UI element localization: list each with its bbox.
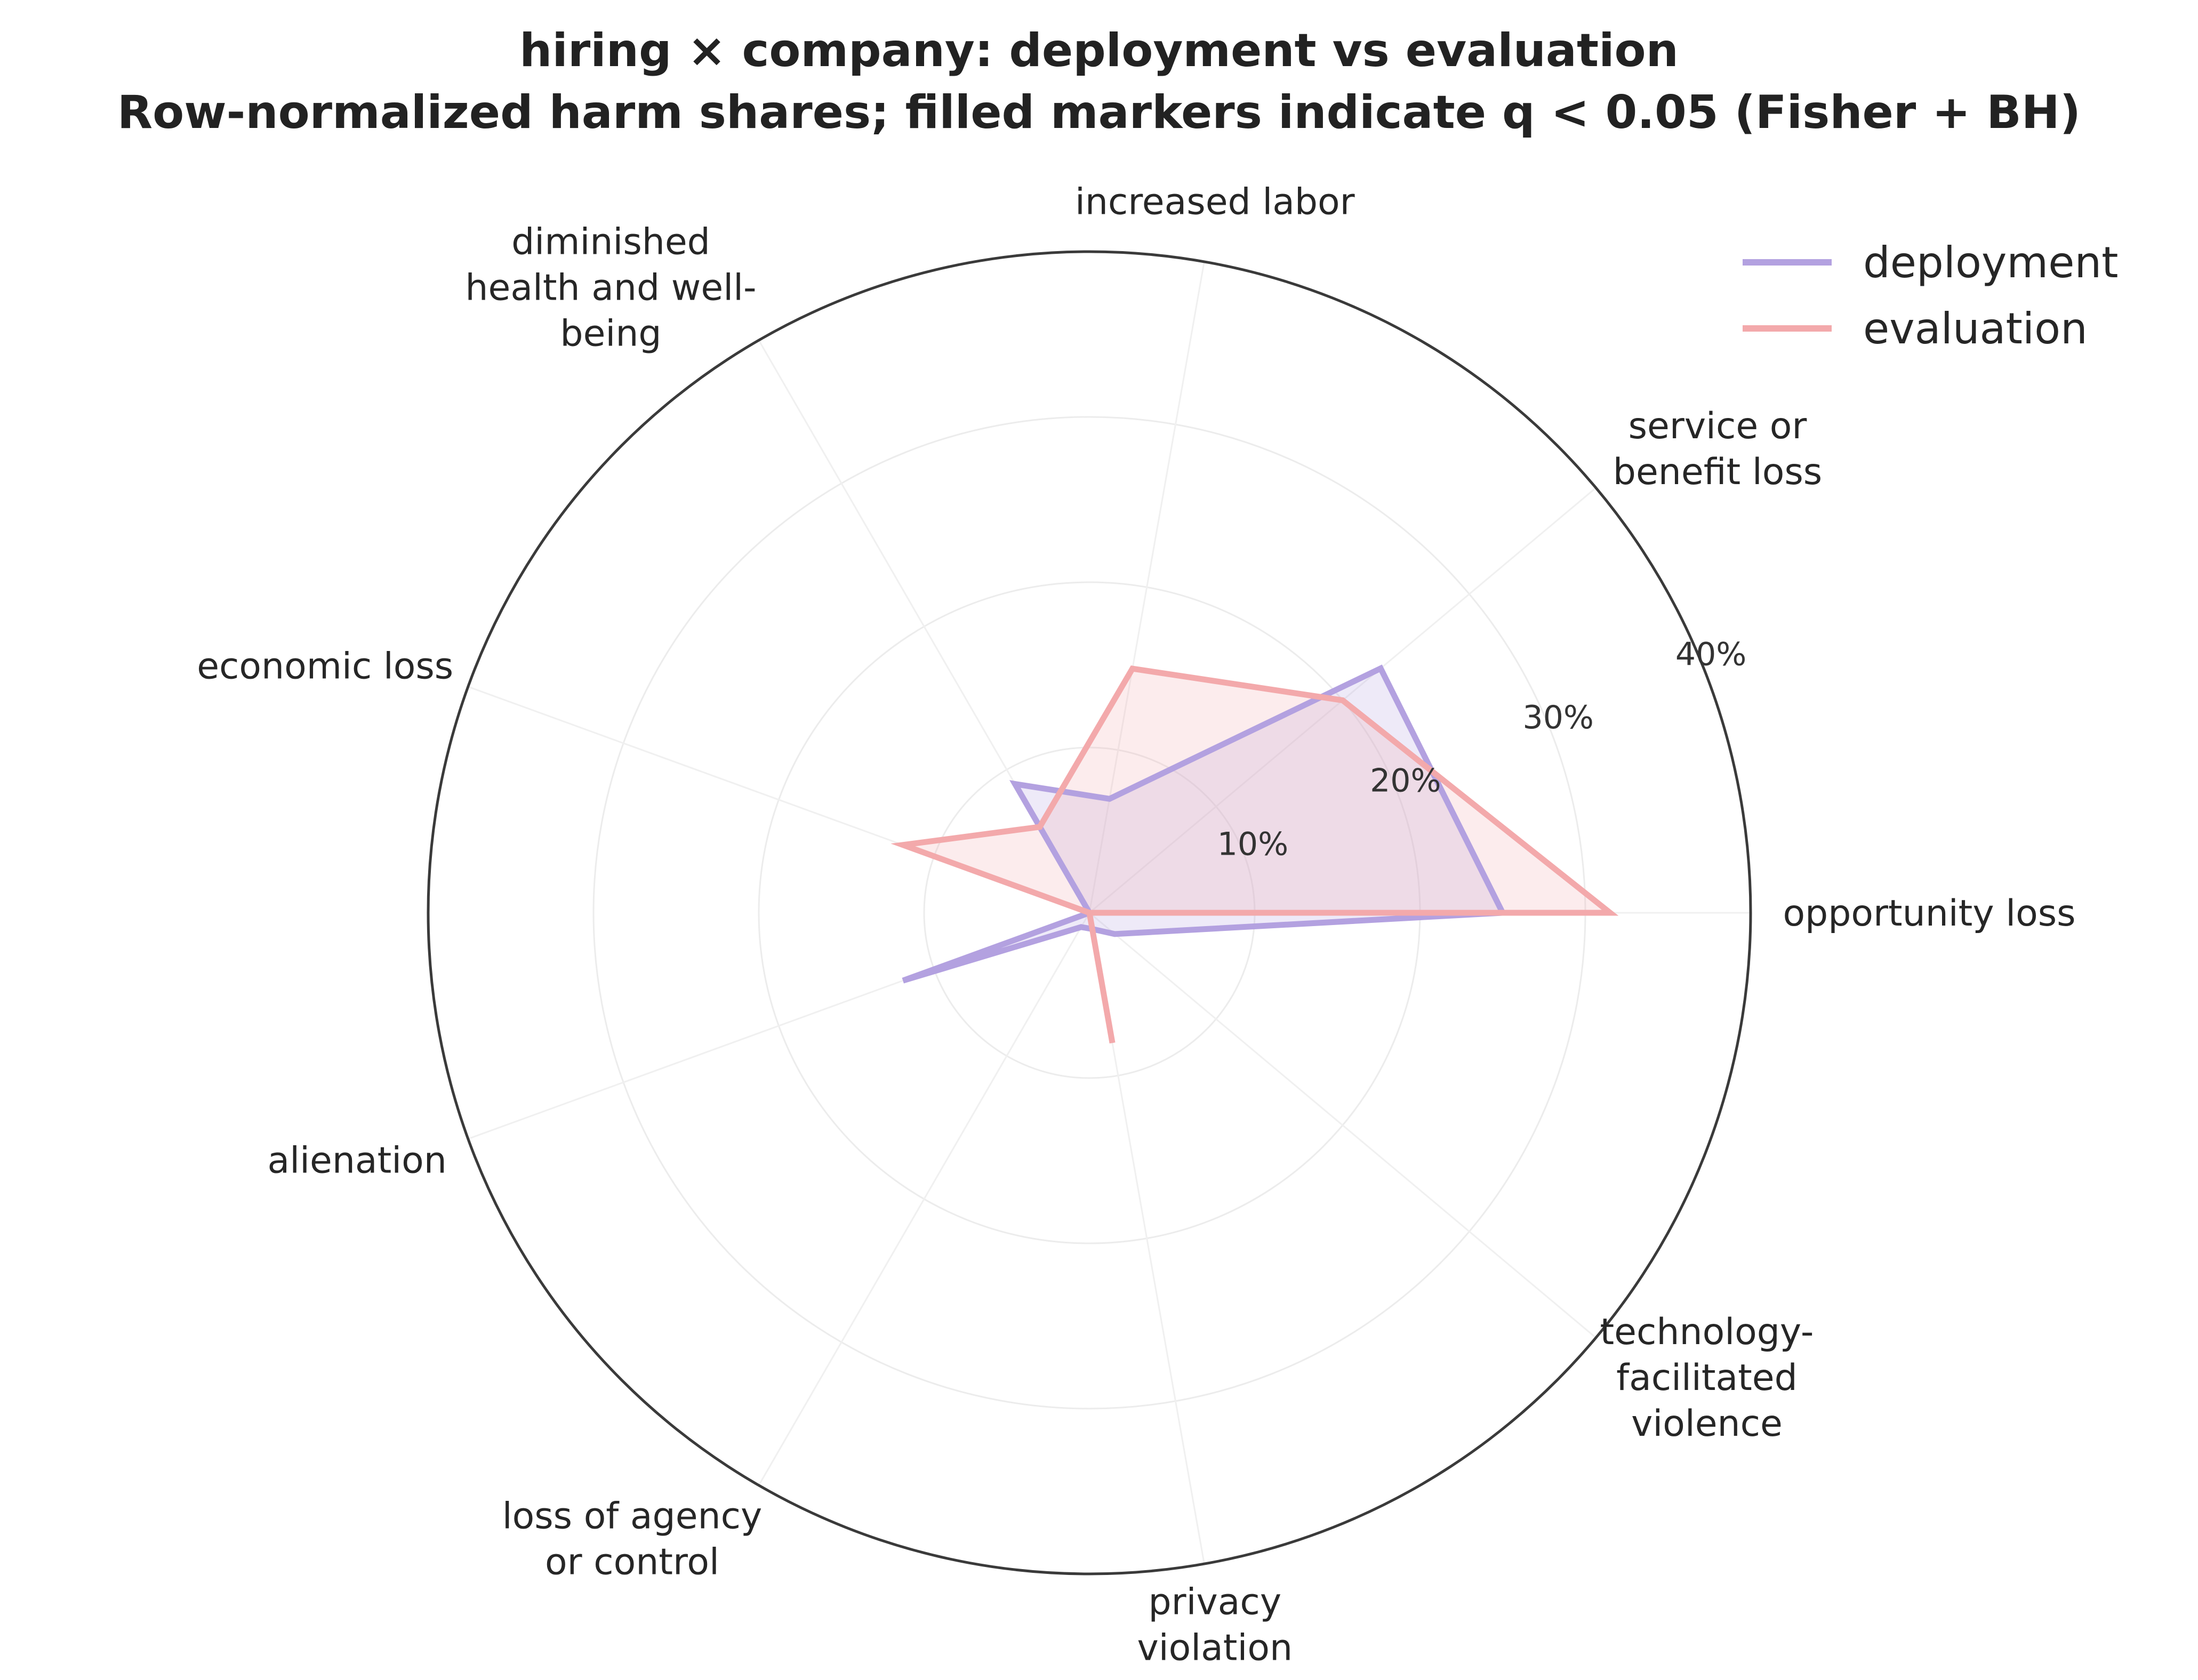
- chart-title: hiring × company: deployment vs evaluati…: [519, 24, 1679, 77]
- legend-label-deployment: deployment: [1863, 238, 2119, 287]
- category-label-opportunity-loss: opportunity loss: [1783, 893, 2075, 935]
- category-label-line: violation: [1137, 1627, 1293, 1669]
- category-label-economic-loss: economic loss: [197, 646, 453, 688]
- category-label-line: benefit loss: [1613, 451, 1822, 493]
- category-label-line: privacy: [1149, 1581, 1282, 1623]
- category-label-line: economic loss: [197, 646, 453, 688]
- legend: deployment evaluation: [1743, 238, 2119, 353]
- outer-ring: [427, 250, 1752, 1575]
- radial-tick-label: 40%: [1675, 636, 1746, 673]
- series-line-deployment: [902, 664, 1507, 984]
- category-label-line: being: [560, 313, 661, 355]
- category-label-line: technology-: [1600, 1311, 1814, 1353]
- radial-tick-label: 30%: [1523, 699, 1594, 736]
- category-label-line: opportunity loss: [1783, 893, 2075, 935]
- spoke-technology-facilitated-violence: [1089, 912, 1597, 1339]
- category-label-line: or control: [545, 1541, 719, 1583]
- series-fill-deployment: [903, 668, 1503, 981]
- series-layer: [891, 664, 1619, 1044]
- category-label-line: health and well-: [465, 267, 756, 309]
- category-label-line: alienation: [268, 1139, 447, 1181]
- category-label-line: loss of agency: [502, 1495, 763, 1537]
- category-label-alienation: alienation: [268, 1139, 447, 1181]
- category-label-line: increased labor: [1075, 181, 1355, 223]
- series-lines: [891, 664, 1619, 1044]
- spoke-increased-labor: [1088, 261, 1205, 913]
- category-label-line: diminished: [511, 221, 710, 263]
- spoke-loss-of-agency-or-control: [758, 912, 1090, 1486]
- chart-subtitle: Row-normalized harm shares; filled marke…: [117, 86, 2081, 139]
- radial-tick-label: 10%: [1217, 825, 1288, 863]
- category-label-increased-labor: increased labor: [1075, 181, 1355, 223]
- radial-tick-labels: 10% 20% 30% 40%: [1217, 636, 1747, 863]
- category-label-line: service or: [1629, 405, 1807, 447]
- category-label-line: violence: [1631, 1403, 1783, 1445]
- legend-label-evaluation: evaluation: [1863, 304, 2088, 353]
- series-line-evaluation: [891, 665, 1619, 1044]
- radial-tick-label: 20%: [1370, 762, 1441, 800]
- category-label-line: facilitated: [1616, 1357, 1798, 1399]
